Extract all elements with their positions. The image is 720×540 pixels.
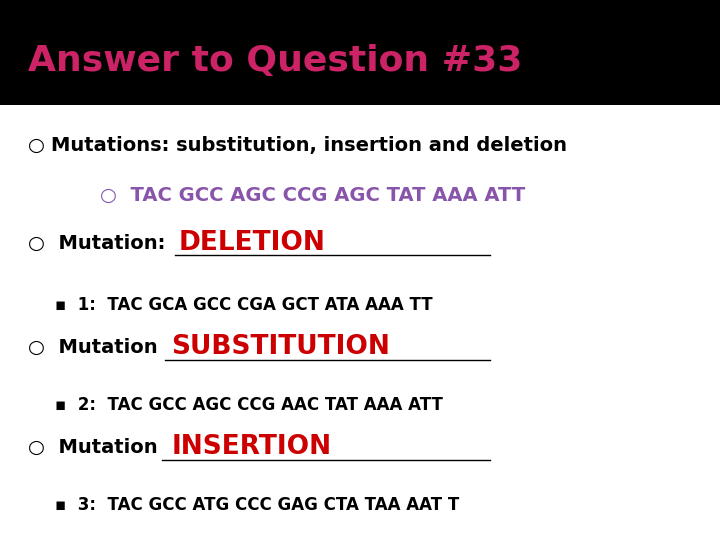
Text: SUBSTITUTION: SUBSTITUTION	[171, 334, 390, 360]
Text: INSERTION: INSERTION	[171, 434, 331, 460]
Text: ▪  2:  TAC GCC AGC CCG AAC TAT AAA ATT: ▪ 2: TAC GCC AGC CCG AAC TAT AAA ATT	[55, 396, 443, 414]
Text: Mutations: substitution, insertion and deletion: Mutations: substitution, insertion and d…	[51, 136, 567, 154]
Text: DELETION: DELETION	[179, 230, 325, 256]
Text: ○: ○	[28, 136, 51, 154]
Text: ○  Mutation: ○ Mutation	[28, 338, 171, 356]
Text: ○  Mutation:: ○ Mutation:	[28, 233, 179, 253]
Text: Answer to Question #33: Answer to Question #33	[28, 44, 523, 78]
Text: ▪  1:  TAC GCA GCC CGA GCT ATA AAA TT: ▪ 1: TAC GCA GCC CGA GCT ATA AAA TT	[55, 296, 433, 314]
Bar	[0, 0, 720, 105]
Text: ○  TAC GCC AGC CCG AGC TAT AAA ATT: ○ TAC GCC AGC CCG AGC TAT AAA ATT	[100, 186, 526, 205]
Text: ○  Mutation: ○ Mutation	[28, 437, 171, 456]
Text: ▪  3:  TAC GCC ATG CCC GAG CTA TAA AAT T: ▪ 3: TAC GCC ATG CCC GAG CTA TAA AAT T	[55, 496, 459, 514]
